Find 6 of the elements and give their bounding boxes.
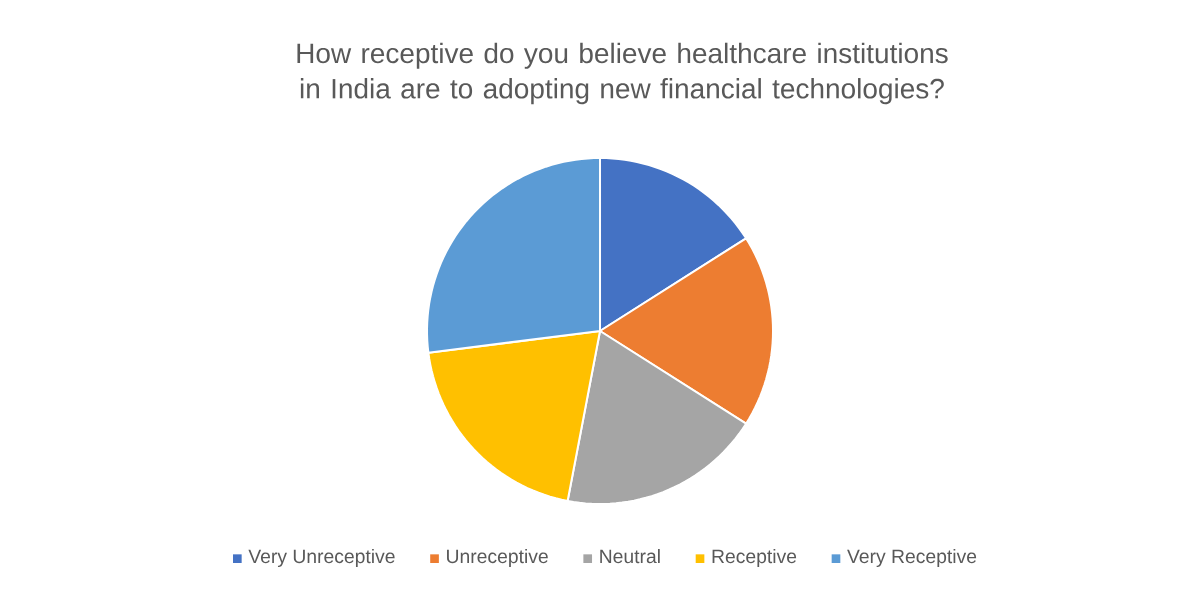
chart-title: How receptive do you believe healthcare institutions in India are to adopting new financial technologies?	[297, 42, 948, 105]
legend-label: Neutral	[600, 548, 660, 564]
legend-label: Very Unreceptive	[248, 548, 395, 568]
legend-label: Very Receptive	[847, 548, 977, 568]
legend-label: Receptive	[712, 548, 797, 568]
legend-label: Unreceptive	[447, 548, 548, 568]
